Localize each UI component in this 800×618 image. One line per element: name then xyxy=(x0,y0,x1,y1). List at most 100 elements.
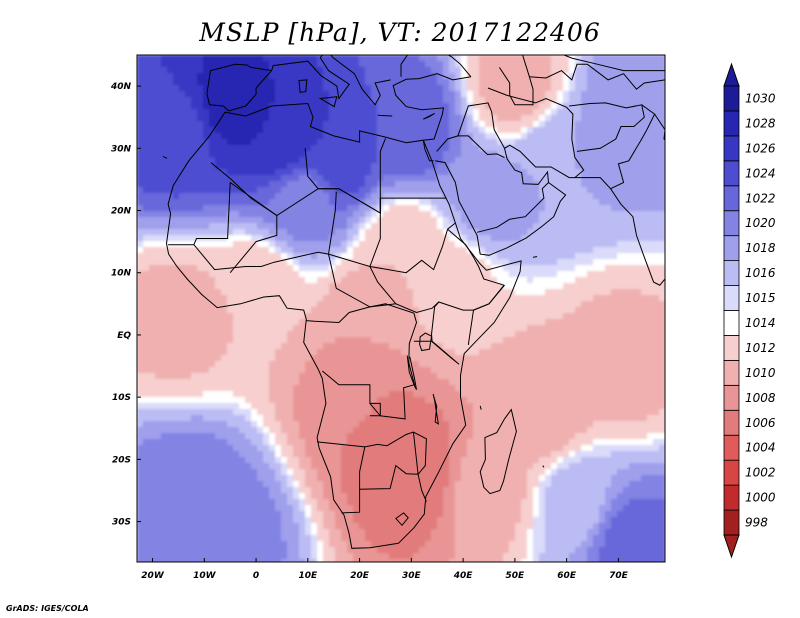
colorbar-swatch-1028 xyxy=(723,110,740,137)
central-asia xyxy=(529,63,665,90)
colorbar-label-1014: 1014 xyxy=(745,316,776,330)
colorbar-swatch-1020 xyxy=(723,210,740,237)
reunion-mauritius xyxy=(542,465,545,468)
grads-credit: GrADS: IGES/COLA xyxy=(6,604,89,613)
longitude-axis: 20W 10W 0 10E 20E 30E 40E 50E 60E 70E xyxy=(141,558,629,581)
saudi-yemen xyxy=(476,182,549,233)
coastlines xyxy=(162,55,680,549)
colorbar-swatch-998 xyxy=(723,509,740,536)
namibia-sa xyxy=(341,489,361,514)
sicily xyxy=(318,96,338,108)
colorbar: 998 1000 1002 1004 1006 1008 1010 1012 1014 1015 1… xyxy=(723,62,776,559)
plot-frame xyxy=(136,54,666,563)
lat-label-7: 30S xyxy=(112,518,131,528)
colorbar-swatch-1012 xyxy=(723,335,740,361)
lat-label-4: EQ xyxy=(117,331,131,341)
southern-africa-borders xyxy=(317,431,427,490)
colorbar-label-1006: 1006 xyxy=(745,416,776,430)
sardinia xyxy=(298,79,308,93)
lat-label-6: 20S xyxy=(112,455,131,465)
latitude-axis: 40N 30N 20N 10N EQ 10S 20S 30S xyxy=(110,82,141,528)
colorbar-label-1010: 1010 xyxy=(745,366,776,380)
europe-south xyxy=(206,55,391,106)
iberia-south xyxy=(206,70,272,112)
lon-label-1: 10W xyxy=(193,571,217,581)
lon-label-9: 70E xyxy=(609,571,629,581)
lat-label-1: 30N xyxy=(111,144,132,154)
lat-label-2: 20N xyxy=(111,207,132,217)
colorbar-swatch-1004 xyxy=(723,434,740,461)
pressure-field xyxy=(137,55,665,562)
colorbar-label-1030: 1030 xyxy=(745,92,776,106)
colorbar-swatch-1006 xyxy=(723,409,740,436)
congo-basin xyxy=(306,303,418,420)
colorbar-label-1024: 1024 xyxy=(745,166,776,180)
india-pakistan xyxy=(610,104,656,190)
lon-label-7: 50E xyxy=(506,571,526,581)
mozambique-border xyxy=(412,431,427,502)
sahel-borders xyxy=(168,244,505,314)
lon-label-0: 20W xyxy=(141,571,165,581)
crete xyxy=(377,114,393,117)
lake-tanganyika xyxy=(406,355,417,390)
colorbar-label-1026: 1026 xyxy=(745,141,776,155)
lon-label-5: 30E xyxy=(402,571,422,581)
iran-east xyxy=(487,87,585,178)
red-sea-west xyxy=(422,140,434,162)
colorbar-swatch-1026 xyxy=(723,135,740,162)
colorbar-label-1018: 1018 xyxy=(745,241,776,255)
colorbar-swatch-1030 xyxy=(723,85,740,112)
lon-label-2: 0 xyxy=(253,571,259,581)
cyprus xyxy=(423,113,435,120)
colorbar-swatch-1022 xyxy=(723,185,740,212)
colorbar-label-1008: 1008 xyxy=(745,391,776,405)
chad-sudan xyxy=(327,191,397,305)
colorbar-swatch-1016 xyxy=(723,260,740,286)
lon-label-8: 60E xyxy=(557,571,577,581)
lake-malawi xyxy=(432,393,439,425)
black-sea xyxy=(400,55,472,78)
colorbar-swatch-1002 xyxy=(723,459,740,486)
colorbar-swatch-1000 xyxy=(723,484,740,511)
lon-label-6: 40E xyxy=(453,571,474,581)
colorbar-swatch-1010 xyxy=(723,359,740,386)
colorbar-max-triangle xyxy=(723,62,740,87)
colorbar-label-1022: 1022 xyxy=(745,191,776,205)
colorbar-label-1016: 1016 xyxy=(745,266,776,280)
madagascar xyxy=(479,408,517,495)
comoros xyxy=(479,405,482,410)
colorbar-label-1020: 1020 xyxy=(745,216,776,230)
ethiopia-somalia xyxy=(447,228,505,345)
colorbar-swatch-1015 xyxy=(723,285,740,311)
colorbar-label-1002: 1002 xyxy=(745,466,776,480)
east-africa xyxy=(413,301,460,365)
caspian xyxy=(498,55,534,106)
canary-islands xyxy=(162,155,168,159)
zambia-angola xyxy=(369,402,381,417)
colorbar-label-1028: 1028 xyxy=(745,116,776,130)
colorbar-label-1015: 1015 xyxy=(745,291,776,305)
arabia-borders xyxy=(436,135,505,159)
colorbar-label-1000: 1000 xyxy=(745,491,776,505)
africa-coastline xyxy=(165,102,522,549)
lesotho xyxy=(395,512,409,527)
colorbar-label-1004: 1004 xyxy=(745,441,776,455)
arabia xyxy=(435,144,665,286)
gulf-of-aden-islands xyxy=(532,256,538,258)
iraq-iran xyxy=(457,102,505,149)
lon-label-3: 10E xyxy=(298,571,318,581)
lon-label-4: 20E xyxy=(350,571,370,581)
lake-victoria xyxy=(419,332,433,352)
colorbar-label-998: 998 xyxy=(745,516,768,530)
colorbar-label-1012: 1012 xyxy=(745,341,776,355)
colorbar-swatch-1008 xyxy=(723,384,740,411)
levant-turkey-coast xyxy=(392,73,471,141)
afghanistan-pakistan xyxy=(569,102,645,152)
sri-lanka xyxy=(670,276,680,297)
colorbar-swatch-1018 xyxy=(723,235,740,262)
lat-label-5: 10S xyxy=(112,393,131,403)
colorbar-min-triangle xyxy=(723,534,740,559)
lat-label-3: 10N xyxy=(111,269,132,279)
libya-border xyxy=(304,138,386,214)
